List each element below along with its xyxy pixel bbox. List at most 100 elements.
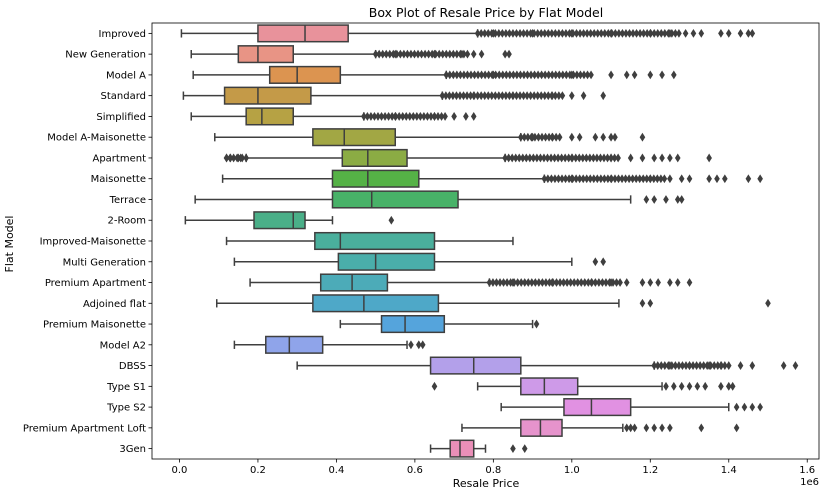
outlier-point [392, 49, 399, 59]
outlier-point [545, 28, 552, 38]
outlier-point [571, 278, 577, 287]
chart-title: Box Plot of Resale Price by Flat Model [369, 5, 603, 20]
iqr-box [314, 231, 436, 251]
outlier-point [538, 28, 545, 38]
outlier-point [457, 91, 463, 101]
outlier-point [580, 28, 587, 38]
outlier-point [421, 112, 427, 121]
outlier-point [506, 91, 513, 101]
outlier-point [601, 28, 608, 38]
box-apartment [223, 148, 712, 168]
outlier-point [583, 153, 590, 163]
outlier-point [556, 70, 563, 80]
box-dbss [296, 356, 799, 375]
iqr-box [245, 107, 294, 126]
outlier-point [527, 91, 534, 101]
outlier-point [543, 278, 549, 287]
outlier-point [545, 174, 551, 184]
outlier-point [510, 278, 516, 287]
outlier-point [745, 28, 752, 38]
outlier-point [623, 278, 630, 287]
outlier-point [474, 91, 481, 101]
outlier-point [563, 28, 569, 38]
outlier-point [564, 278, 570, 287]
outlier-point [562, 174, 569, 184]
outlier-point [506, 49, 512, 59]
outlier-point [694, 381, 701, 391]
outlier-point [569, 174, 575, 184]
outlier-cluster [651, 361, 728, 370]
outlier-point [496, 91, 502, 101]
outlier-point [439, 49, 446, 59]
outlier-point [368, 112, 374, 121]
plot-area [151, 22, 820, 460]
y-tick-label: Premium Maisonette [43, 320, 146, 331]
outlier-point [600, 132, 607, 142]
outlier-point [733, 423, 740, 433]
outlier-point [667, 153, 673, 163]
outlier-point [686, 174, 693, 184]
outlier-point [525, 132, 531, 142]
outlier-point [706, 361, 712, 370]
outlier-point [548, 174, 555, 184]
outlier-point [640, 28, 647, 38]
outlier-point [223, 153, 230, 163]
x-axis-offset-label: 1e6 [800, 477, 819, 488]
outlier-point [510, 91, 516, 101]
outlier-point [667, 278, 673, 287]
outlier-point [661, 174, 668, 184]
y-tick-label: Improved [99, 29, 146, 40]
outlier-point [446, 70, 453, 80]
outlier-point [521, 132, 528, 142]
outlier-point [706, 153, 712, 163]
outlier-point [655, 278, 661, 287]
outlier-point [544, 153, 551, 163]
outlier-point [375, 112, 381, 121]
outlier-point [503, 70, 510, 80]
outlier-point [626, 174, 632, 184]
outlier-point [524, 91, 530, 101]
outlier-point [435, 112, 441, 121]
outlier-point [569, 132, 575, 142]
outlier-point [647, 70, 654, 80]
outlier-point [490, 70, 497, 80]
y-tick-label: Premium Apartment [45, 278, 146, 289]
outlier-point [503, 28, 509, 38]
outlier-point [529, 132, 536, 142]
outlier-point [608, 278, 614, 287]
outlier-point [553, 278, 560, 287]
y-tick-label: Simplified [96, 112, 146, 123]
outlier-point [506, 28, 513, 38]
outlier-point [623, 70, 630, 80]
outlier-point [576, 132, 583, 142]
outlier-point [378, 112, 385, 121]
outlier-point [588, 70, 594, 80]
outlier-point [633, 174, 639, 184]
outlier-point [478, 49, 485, 59]
outlier-point [517, 28, 523, 38]
outlier-point [519, 153, 526, 163]
iqr-box [265, 335, 324, 354]
outlier-point [587, 28, 594, 38]
outlier-point [678, 195, 685, 204]
outlier-point [556, 28, 562, 38]
outlier-point [587, 153, 593, 163]
outlier-point [397, 49, 404, 59]
outlier-point [608, 132, 614, 142]
y-tick-label: Maisonette [91, 174, 146, 185]
outlier-point [499, 70, 506, 80]
outlier-point [541, 91, 548, 101]
outlier-point [647, 174, 654, 184]
y-tick-label: Adjoined flat [83, 299, 146, 310]
outlier-point [658, 174, 664, 184]
outlier-point [765, 298, 771, 308]
outlier-point [594, 174, 601, 184]
y-tick-label: Apartment [92, 153, 146, 164]
y-tick-label: Model A [106, 70, 146, 81]
outlier-point [633, 28, 640, 38]
iqr-box [312, 128, 397, 147]
outlier-point [502, 49, 508, 59]
outlier-point [676, 361, 682, 370]
outlier-point [737, 361, 744, 370]
outlier-point [521, 444, 528, 454]
